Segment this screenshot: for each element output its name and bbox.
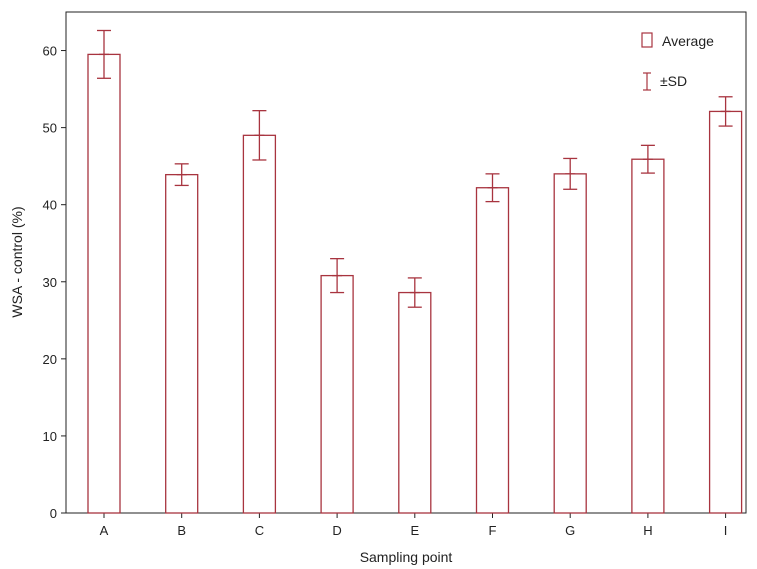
y-axis: 0 10 20 30 40 50 60 [43,44,66,521]
bar [398,291,432,514]
x-tick-label: G [565,523,575,538]
bar [553,173,587,514]
x-tick-label: B [177,523,186,538]
y-tick-label: 0 [50,506,57,521]
error-bars [97,29,733,308]
bar [165,173,199,514]
bar-series [87,53,743,514]
bar [320,274,354,514]
y-axis-title: WSA - control (%) [9,206,25,317]
y-tick-label: 30 [43,275,57,290]
y-tick-label: 60 [43,44,57,59]
bar [631,158,665,514]
x-tick-label: A [100,523,109,538]
legend-average-label: Average [662,33,714,49]
bar [242,134,277,514]
legend-sd-label: ±SD [660,73,687,89]
x-tick-label: D [332,523,341,538]
x-tick-label: H [643,523,652,538]
x-tick-label: E [410,523,419,538]
y-tick-label: 50 [43,121,57,136]
y-tick-label: 20 [43,352,57,367]
legend: Average ±SD [641,32,714,91]
bar [708,110,743,514]
x-axis-title: Sampling point [360,549,453,565]
x-axis: A B C D E F G H I [100,513,728,538]
bar [475,187,510,514]
legend-sd-symbol [643,72,651,91]
x-tick-label: F [489,523,497,538]
x-tick-label: C [255,523,264,538]
x-tick-label: I [724,523,728,538]
bar [87,53,121,514]
y-tick-label: 10 [43,429,57,444]
y-tick-label: 40 [43,198,57,213]
legend-average-swatch [641,32,653,48]
